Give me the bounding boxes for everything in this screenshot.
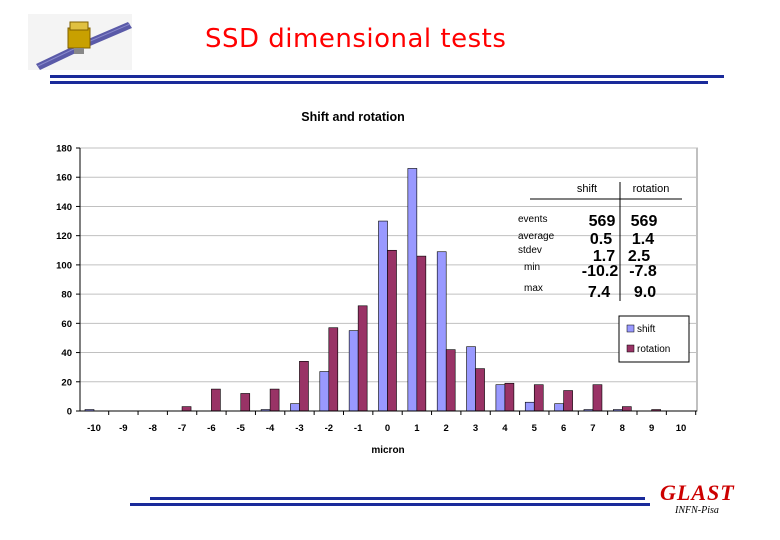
stats-max-rotation: 9.0 (634, 284, 656, 301)
bar-rotation--2 (328, 327, 339, 412)
bar-rotation--3 (299, 361, 309, 412)
stats-header-shift: shift (577, 183, 597, 195)
legend-label-rotation: rotation (637, 344, 670, 355)
x-tick-label: 7 (590, 423, 595, 434)
x-tick-label: 8 (620, 423, 625, 434)
bar-rotation-0 (387, 249, 397, 412)
x-tick-label: 10 (676, 423, 687, 434)
bar-rotation--4 (269, 388, 280, 412)
y-tick-label: 60 (61, 319, 72, 330)
bar-rotation--7 (181, 406, 192, 412)
bar-rotation-6 (563, 390, 573, 412)
chart-legend: shift rotation (618, 315, 690, 363)
bar-rotation--6 (211, 388, 221, 412)
x-tick-label: -8 (148, 423, 156, 434)
x-tick-label: -9 (119, 423, 127, 434)
stats-label-max: max (524, 283, 543, 294)
bar-shift-2 (436, 251, 447, 412)
y-tick-label: 80 (61, 290, 72, 301)
bar-rotation--5 (240, 393, 251, 412)
bar-rotation-3 (475, 368, 485, 412)
stats-label-stdev: stdev (518, 245, 542, 256)
stats-events-rotation: 569 (631, 213, 658, 230)
top-rule-2 (50, 81, 708, 84)
bar-shift--3 (290, 403, 300, 412)
y-tick-label: 180 (56, 144, 72, 155)
bar-rotation-7 (592, 384, 603, 412)
bar-rotation-4 (504, 382, 515, 412)
x-tick-label: -5 (237, 423, 246, 434)
stats-stdev-rotation: 2.5 (628, 248, 650, 265)
bar-shift-5 (524, 401, 535, 412)
legend-swatch-shift (626, 324, 635, 333)
stats-average-shift: 0.5 (590, 231, 612, 248)
bar-rotation-8 (621, 406, 632, 412)
bar-shift-1 (407, 168, 418, 412)
bar-shift-3 (466, 346, 476, 412)
x-tick-label: -7 (178, 423, 186, 434)
stats-events-shift: 569 (589, 213, 616, 230)
y-tick-label: 100 (56, 260, 72, 271)
y-tick-label: 120 (56, 231, 72, 242)
x-tick-label: -4 (266, 423, 275, 434)
bar-rotation-5 (533, 384, 544, 412)
legend-swatch-rotation (626, 344, 635, 353)
y-tick-label: 160 (56, 173, 72, 184)
stats-stdev-shift: 1.7 (593, 248, 615, 265)
stats-average-rotation: 1.4 (632, 231, 654, 248)
stats-label-events: events (518, 214, 547, 225)
x-tick-label: 6 (561, 423, 566, 434)
x-tick-label: -3 (295, 423, 303, 434)
x-tick-label: 5 (532, 423, 538, 434)
x-tick-label: -10 (87, 423, 101, 434)
bar-shift--2 (319, 371, 330, 412)
stats-table: shift rotation events average stdev min … (518, 182, 682, 301)
x-tick-label: -6 (207, 423, 215, 434)
y-tick-label: 140 (56, 202, 72, 213)
legend-label-shift: shift (637, 324, 656, 335)
stats-min-rotation: -7.8 (629, 263, 657, 280)
x-tick-label: 1 (414, 423, 420, 434)
x-tick-label: 2 (444, 423, 449, 434)
x-tick-label: 4 (502, 423, 508, 434)
chart-title: Shift and rotation (301, 110, 404, 124)
x-tick-label: 9 (649, 423, 654, 434)
bar-shift--1 (348, 330, 359, 412)
stats-header-rotation: rotation (633, 183, 670, 195)
bottom-rule (150, 497, 645, 500)
stats-label-average: average (518, 231, 555, 242)
x-tick-label: 0 (385, 423, 390, 434)
glast-subtitle: INFN-Pisa (675, 505, 719, 516)
bottom-rule-2 (130, 503, 650, 506)
bar-shift-4 (495, 384, 506, 412)
x-tick-label: 3 (473, 423, 478, 434)
satellite-icon (28, 14, 132, 70)
x-tick-label: -2 (325, 423, 333, 434)
bar-shift-0 (378, 220, 388, 412)
bar-rotation--1 (357, 305, 368, 412)
bar-shift-6 (554, 403, 564, 412)
glast-logo: GLAST (660, 480, 735, 505)
y-tick-label: 0 (67, 407, 72, 418)
stats-min-shift: -10.2 (582, 263, 619, 280)
stats-label-min: min (524, 262, 540, 273)
y-tick-label: 20 (61, 377, 72, 388)
top-rule (50, 75, 724, 78)
x-axis-label: micron (371, 445, 404, 456)
x-tick-label: -1 (354, 423, 363, 434)
legend-box (618, 315, 690, 363)
slide-title: SSD dimensional tests (205, 24, 507, 54)
bar-rotation-2 (445, 349, 456, 412)
bar-rotation-1 (416, 255, 427, 412)
stats-max-shift: 7.4 (588, 284, 610, 301)
y-tick-label: 40 (61, 348, 72, 359)
